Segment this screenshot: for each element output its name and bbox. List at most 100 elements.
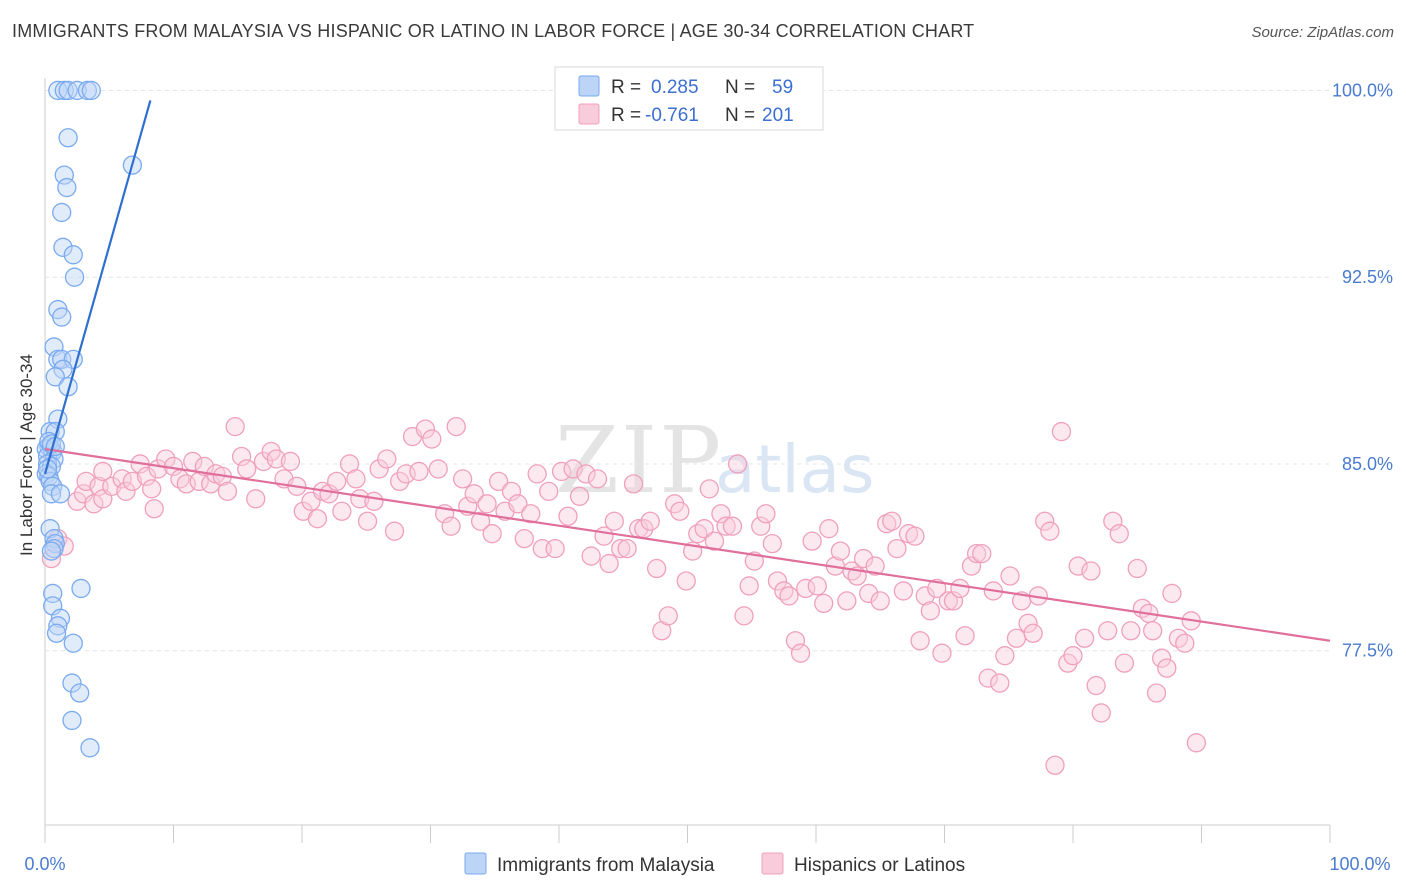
legend-n-value-hispanics: 201: [762, 105, 794, 126]
malaysia-point: [80, 738, 100, 758]
x-tick-label-min: 0.0%: [24, 854, 65, 874]
hispanics-point: [576, 464, 596, 484]
hispanics-point: [877, 514, 897, 534]
x-tick-label-max: 100.0%: [1329, 854, 1390, 874]
malaysia-point: [52, 202, 72, 223]
x-tick-labels: 0.0% 100.0%: [24, 854, 1390, 874]
hispanics-point: [865, 556, 885, 576]
hispanics-point: [796, 578, 816, 599]
hispanics-point: [84, 494, 104, 514]
hispanics-point: [470, 511, 491, 531]
hispanics-point: [1040, 521, 1060, 541]
hispanics-point: [482, 524, 502, 544]
hispanics-point: [1006, 628, 1027, 648]
hispanics-point: [870, 591, 890, 611]
malaysia-point: [67, 80, 87, 101]
bottom-legend-label-malaysia: Immigrants from Malaysia: [497, 855, 715, 876]
malaysia-point: [62, 710, 82, 731]
y-tick-label: 100.0%: [1332, 80, 1393, 100]
hispanics-point: [819, 519, 839, 539]
y-tick-label: 77.5%: [1342, 641, 1393, 661]
malaysia-point: [43, 476, 63, 497]
hispanics-point: [932, 643, 952, 663]
hispanics-point: [676, 571, 696, 591]
hispanics-point: [1146, 683, 1167, 703]
hispanics-point: [67, 491, 87, 511]
hispanics-point: [527, 464, 547, 484]
hispanics-point: [1175, 633, 1195, 653]
malaysia-point: [62, 673, 82, 693]
y-tick-labels: 77.5% 85.0% 92.5% 100.0%: [1332, 80, 1393, 660]
hispanics-point: [966, 543, 987, 564]
hispanics-point: [280, 451, 301, 472]
hispanics-point: [905, 526, 925, 546]
hispanics-point: [802, 531, 822, 551]
hispanics-point: [961, 556, 982, 576]
malaysia-point: [63, 633, 83, 653]
hispanics-point: [995, 646, 1015, 666]
hispanics-point: [670, 501, 690, 521]
hispanics-point: [142, 479, 162, 499]
malaysia-point: [44, 538, 64, 559]
malaysia-point: [48, 80, 68, 101]
hispanics-point: [521, 504, 541, 524]
legend-n-label-hispanics: N =: [725, 105, 755, 126]
hispanics-point: [364, 491, 384, 511]
hispanics-point: [882, 511, 902, 531]
hispanics-point: [1157, 658, 1177, 678]
hispanics-point: [978, 668, 998, 688]
hispanics-point: [217, 481, 238, 501]
hispanics-point: [441, 516, 461, 536]
hispanics-point: [599, 553, 619, 574]
legend-r-value-hispanics: -0.761: [645, 105, 699, 126]
hispanics-point: [194, 456, 214, 477]
hispanics-point: [422, 429, 442, 449]
hispanics-point: [814, 593, 834, 614]
legend-r-value-malaysia: 0.285: [651, 77, 699, 98]
hispanics-point: [1114, 653, 1135, 673]
hispanics-point: [508, 494, 528, 514]
hispanics-point: [853, 548, 874, 569]
hispanics-point: [237, 459, 257, 479]
hispanics-point: [927, 578, 947, 599]
hispanics-point: [73, 484, 94, 504]
hispanics-point: [604, 511, 624, 531]
hispanics-point: [514, 529, 534, 549]
hispanics-point: [716, 516, 736, 536]
malaysia-point: [45, 367, 65, 387]
y-tick-label: 92.5%: [1342, 267, 1393, 287]
bottom-legend-swatch-malaysia: [464, 852, 487, 875]
hispanics-point: [1081, 561, 1101, 581]
malaysia-point: [50, 484, 71, 504]
hispanics-point: [807, 576, 827, 596]
malaysia-point: [48, 616, 68, 636]
hispanics-point: [734, 606, 754, 626]
hispanics-point: [116, 481, 136, 501]
hispanics-trend-line: [44, 447, 1331, 642]
hispanics-point: [201, 474, 221, 494]
watermark-atlas: atlas: [715, 431, 875, 508]
hispanics-point: [266, 449, 286, 469]
malaysia-point: [54, 165, 74, 185]
hispanics-point: [694, 519, 714, 539]
hispanics-point: [246, 489, 266, 509]
hispanics-point: [346, 469, 366, 489]
malaysia-point: [53, 237, 73, 257]
hispanics-point: [225, 416, 245, 437]
hispanics-point: [617, 538, 637, 559]
hispanics-point: [1045, 755, 1065, 775]
hispanics-point: [762, 533, 782, 554]
hispanics-point: [915, 586, 935, 606]
hispanics-point: [756, 504, 776, 524]
hispanics-point: [136, 466, 157, 487]
hispanics-point: [859, 583, 879, 604]
hispanics-point: [938, 591, 959, 611]
chart-title: IMMIGRANTS FROM MALAYSIA VS HISPANIC OR …: [12, 21, 975, 41]
hispanics-point: [446, 416, 466, 437]
hispanics-point: [611, 538, 631, 559]
hispanics-point: [569, 486, 590, 506]
hispanics-point: [688, 524, 708, 544]
malaysia-point: [53, 359, 73, 379]
hispanics-point: [790, 643, 811, 663]
hispanics-point: [711, 504, 731, 524]
